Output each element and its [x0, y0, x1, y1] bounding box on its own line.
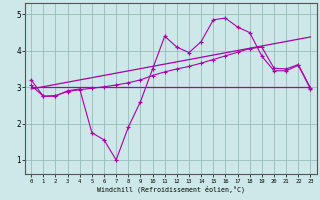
X-axis label: Windchill (Refroidissement éolien,°C): Windchill (Refroidissement éolien,°C) [97, 185, 245, 193]
